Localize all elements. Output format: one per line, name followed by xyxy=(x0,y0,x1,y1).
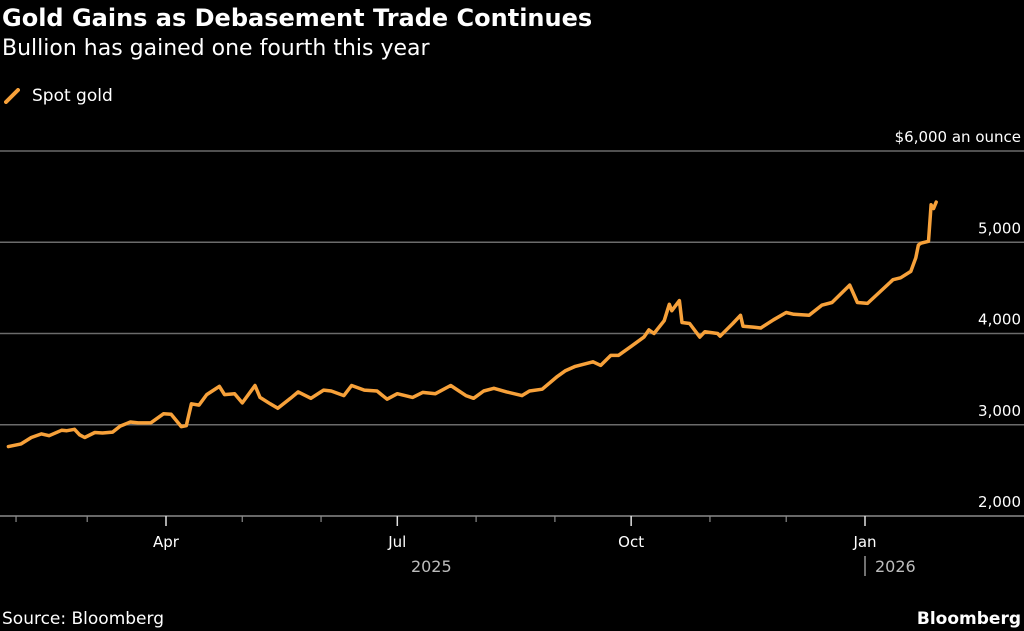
y-tick-label: 4,000 xyxy=(978,311,1021,329)
year-label: 2025 xyxy=(411,557,452,576)
legend-swatch-icon xyxy=(4,88,20,104)
year-label: 2026 xyxy=(875,557,916,576)
source-note: Source: Bloomberg xyxy=(2,609,164,629)
legend: Spot gold xyxy=(4,86,113,106)
series-line-spot-gold xyxy=(6,200,938,449)
y-tick-label: 2,000 xyxy=(978,493,1021,511)
x-tick-label: Oct xyxy=(618,533,644,551)
x-tick-label: Jan xyxy=(852,533,876,551)
legend-label: Spot gold xyxy=(32,86,113,106)
x-tick-label: Apr xyxy=(153,533,180,551)
y-tick-label: $6,000 an ounce xyxy=(895,128,1021,146)
y-tick-label: 3,000 xyxy=(978,402,1021,420)
chart-subtitle: Bullion has gained one fourth this year xyxy=(2,36,430,61)
chart-title: Gold Gains as Debasement Trade Continues xyxy=(2,4,593,32)
x-tick-label: Jul xyxy=(387,533,406,551)
brand-logo: Bloomberg xyxy=(916,609,1021,629)
y-tick-label: 5,000 xyxy=(978,219,1021,237)
